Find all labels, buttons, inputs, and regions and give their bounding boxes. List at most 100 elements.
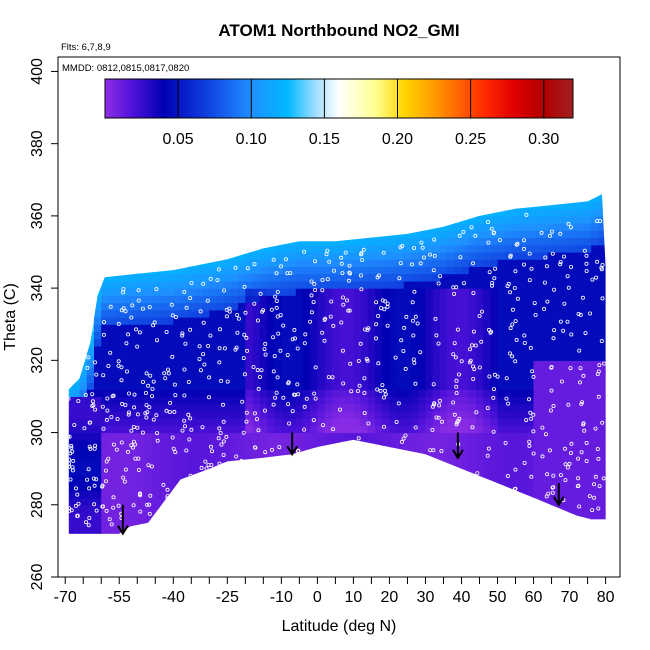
field-cell [382, 461, 390, 470]
field-cell [418, 504, 427, 513]
field-cell [598, 519, 606, 527]
field-cell [519, 273, 527, 282]
field-cell [295, 526, 304, 534]
field-cell [555, 439, 563, 448]
field-cell [598, 302, 606, 311]
field-cell [432, 432, 441, 441]
field-cell [115, 447, 124, 455]
obs-point [434, 333, 439, 338]
field-cell [266, 403, 275, 412]
field-cell [216, 490, 225, 499]
field-cell [324, 490, 333, 499]
field-cell [382, 519, 390, 527]
obs-point [508, 326, 513, 331]
field-cell [475, 439, 484, 448]
field-cell [230, 237, 239, 246]
field-cell [101, 194, 109, 202]
field-cell [108, 237, 117, 246]
field-cell [519, 302, 527, 311]
field-cell [425, 468, 434, 477]
obs-point [172, 409, 177, 414]
obs-point [470, 425, 475, 430]
obs-point [471, 329, 476, 334]
field-cell [483, 396, 491, 405]
field-cell [223, 230, 232, 239]
obs-point [558, 260, 563, 265]
field-cell [339, 425, 347, 434]
obs-point [125, 369, 130, 374]
field-cell [562, 324, 571, 332]
field-cell [547, 201, 556, 210]
field-cell [101, 302, 109, 311]
field-cell [266, 302, 275, 311]
field-cell [605, 410, 606, 419]
field-cell [68, 519, 73, 527]
field-cell [591, 374, 599, 383]
field-cell [209, 302, 218, 311]
field-cell [375, 534, 383, 542]
field-cell [562, 410, 571, 419]
field-cell [266, 309, 275, 318]
field-cell [497, 483, 506, 491]
field-cell [245, 295, 254, 304]
field-cell [605, 317, 606, 325]
x-tick-label: 40 [453, 589, 471, 606]
field-cell [216, 273, 225, 282]
obs-point [127, 391, 132, 396]
field-cell [72, 382, 81, 390]
field-cell [447, 504, 455, 513]
field-cell [266, 266, 275, 275]
field-cell [360, 490, 369, 499]
obs-point [539, 230, 544, 235]
obs-point [111, 393, 116, 398]
field-cell [403, 367, 412, 376]
field-cell [310, 244, 318, 253]
field-cell [375, 230, 383, 239]
field-cell [439, 194, 448, 195]
obs-point [126, 449, 131, 454]
field-cell [605, 526, 606, 534]
field-cell [511, 208, 520, 217]
field-cell [403, 338, 412, 347]
field-cell [266, 519, 275, 527]
field-cell [281, 215, 290, 224]
field-cell [447, 534, 455, 542]
field-cell [569, 252, 578, 260]
obs-point [421, 255, 426, 260]
field-cell [497, 215, 506, 224]
field-cell [137, 353, 146, 361]
field-cell [547, 194, 556, 202]
field-cell [158, 418, 167, 426]
field-cell [432, 259, 441, 267]
field-cell [216, 215, 225, 224]
obs-point [294, 507, 299, 512]
field-cell [137, 504, 146, 513]
obs-point [347, 270, 352, 275]
field-cell [238, 259, 246, 267]
field-cell [367, 475, 376, 484]
field-cell [447, 418, 455, 426]
field-cell [562, 396, 571, 405]
field-cell [432, 201, 441, 210]
field-cell [86, 526, 95, 534]
field-cell [526, 475, 535, 484]
field-cell [281, 410, 290, 419]
field-cell [259, 425, 268, 434]
field-cell [202, 425, 210, 434]
obs-point [147, 304, 152, 309]
field-cell [216, 223, 225, 231]
field-cell [367, 447, 376, 455]
obs-point [569, 264, 574, 269]
field-cell [569, 382, 578, 390]
field-cell [281, 497, 290, 506]
field-cell [115, 519, 124, 527]
field-cell [115, 194, 124, 195]
field-cell [368, 534, 376, 542]
field-cell [468, 410, 477, 419]
field-cell [605, 208, 606, 217]
field-cell [468, 382, 477, 390]
field-cell [425, 309, 434, 318]
field-cell [180, 194, 189, 195]
field-cell [461, 273, 470, 282]
field-cell [432, 403, 441, 412]
